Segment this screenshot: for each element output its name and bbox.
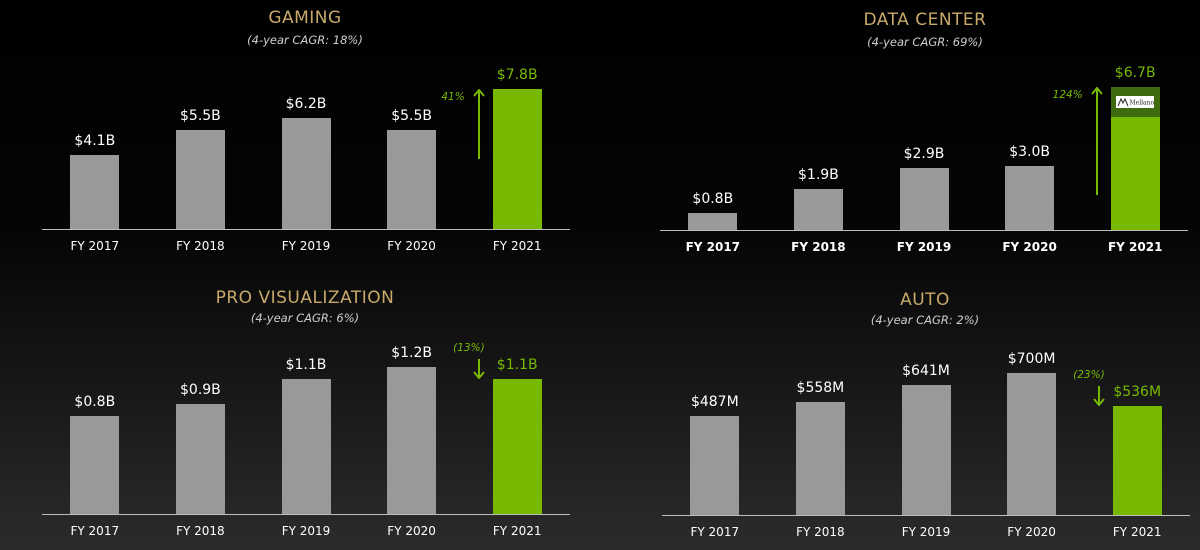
data-label: $6.7B (1114, 65, 1156, 81)
x-tick-label: FY 2021 (1112, 525, 1162, 539)
change-label: 41% (441, 91, 465, 103)
chart-title: GAMING (268, 8, 342, 28)
data-label: $0.8B (692, 190, 734, 207)
bar (387, 367, 437, 514)
chart-title: AUTO (900, 290, 950, 310)
data-label: $487M (690, 394, 739, 411)
arrow-down-icon (1092, 386, 1105, 407)
x-tick-label: FY 2017 (685, 240, 741, 254)
x-tick-label: FY 2020 (1007, 525, 1056, 539)
mellanox-logo-text: Mellanox (1130, 99, 1155, 106)
chart-title: PRO VISUALIZATION (215, 288, 395, 308)
data-label: $700M (1007, 351, 1056, 367)
chart-subtitle: (4-year CAGR: 69%) (867, 35, 983, 49)
x-tick-label: FY 2019 (281, 524, 331, 538)
chart-subtitle: (4-year CAGR: 2%) (870, 313, 980, 327)
x-tick-label: FY 2019 (896, 240, 952, 254)
data-label: $558M (796, 379, 845, 396)
data-label: $3.0B (1009, 143, 1050, 160)
data-label: $641M (902, 362, 950, 379)
bar (688, 212, 738, 230)
data-label: $6.2B (285, 95, 327, 112)
x-axis-line (660, 230, 1188, 231)
arrow-down-icon (472, 359, 485, 380)
x-tick-label: FY 2019 (281, 239, 331, 253)
x-tick-label: FY 2021 (1107, 240, 1163, 254)
mellanox-logo-icon: Mellanox (1116, 95, 1155, 108)
data-label: $5.5B (391, 108, 432, 125)
chart-subtitle: (4-year CAGR: 18%) (247, 33, 363, 47)
bar (70, 416, 120, 514)
data-label: $5.5B (180, 108, 221, 125)
bar (281, 379, 331, 514)
x-tick-label: FY 2021 (492, 239, 542, 253)
x-tick-label: FY 2020 (387, 239, 436, 253)
data-label: $0.8B (74, 394, 116, 410)
x-tick-label: FY 2021 (492, 524, 542, 538)
data-label: $4.1B (74, 133, 116, 150)
x-tick-label: FY 2017 (690, 525, 740, 539)
data-label: $1.1B (285, 357, 327, 374)
bar (175, 130, 225, 229)
bar (281, 117, 331, 229)
data-label: $536M (1113, 384, 1162, 401)
bar (690, 416, 740, 515)
x-tick-label: FY 2018 (796, 525, 845, 539)
x-tick-label: FY 2017 (70, 524, 120, 538)
change-label: (23%) (1073, 369, 1105, 382)
x-tick-label: FY 2018 (176, 524, 225, 538)
data-label: $1.2B (391, 345, 432, 361)
arrow-up-icon (1090, 87, 1103, 195)
arrow-up-icon (472, 89, 485, 159)
change-label: (13%) (453, 342, 485, 355)
x-axis-line (42, 514, 570, 515)
data-label: $1.9B (798, 167, 839, 184)
chart-subtitle: (4-year CAGR: 6%) (250, 311, 360, 325)
bar (1007, 373, 1057, 515)
bar (793, 189, 843, 230)
x-axis-line (662, 515, 1190, 516)
bar (795, 401, 845, 515)
bar (70, 155, 120, 229)
bar (492, 379, 542, 514)
data-label: $7.8B (496, 67, 538, 83)
change-label: 124% (1052, 89, 1083, 101)
bar (492, 89, 542, 229)
x-tick-label: FY 2018 (176, 239, 225, 253)
bar (1112, 406, 1162, 515)
bar (899, 168, 949, 230)
x-tick-label: FY 2020 (1002, 240, 1057, 254)
x-tick-label: FY 2020 (387, 524, 436, 538)
x-axis-line (42, 229, 570, 230)
bar (175, 403, 225, 514)
x-tick-label: FY 2018 (791, 240, 846, 254)
x-tick-label: FY 2019 (901, 525, 951, 539)
data-label: $0.9B (180, 381, 221, 398)
data-label: $1.1B (496, 357, 538, 374)
bar (387, 130, 437, 229)
bar (1005, 165, 1055, 230)
bar (901, 384, 951, 515)
x-tick-label: FY 2017 (70, 239, 120, 253)
data-label: $2.9B (903, 146, 945, 163)
chart-title: DATA CENTER (863, 10, 987, 30)
